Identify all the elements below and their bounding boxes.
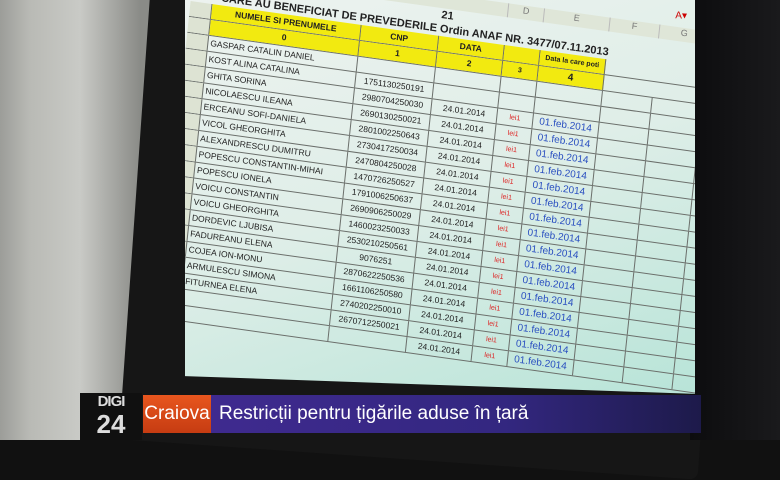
row-number[interactable]	[185, 64, 206, 83]
background-dark	[690, 0, 780, 440]
row-number[interactable]	[185, 32, 210, 51]
font-color-icon: A▾	[675, 10, 687, 22]
row-number[interactable]	[185, 96, 203, 115]
row-number[interactable]	[185, 48, 208, 67]
monitor-screen: D E F G H 21 CARE AU BENEFICIAT DE PREVE…	[185, 0, 695, 394]
location-tag: Craiova	[143, 395, 211, 433]
headline: Restricții pentru țigările aduse în țară	[211, 395, 701, 433]
digi24-logo: DIGI 24	[80, 393, 142, 440]
row-number[interactable]	[185, 80, 205, 99]
spreadsheet: D E F G H 21 CARE AU BENEFICIAT DE PREVE…	[185, 0, 695, 394]
